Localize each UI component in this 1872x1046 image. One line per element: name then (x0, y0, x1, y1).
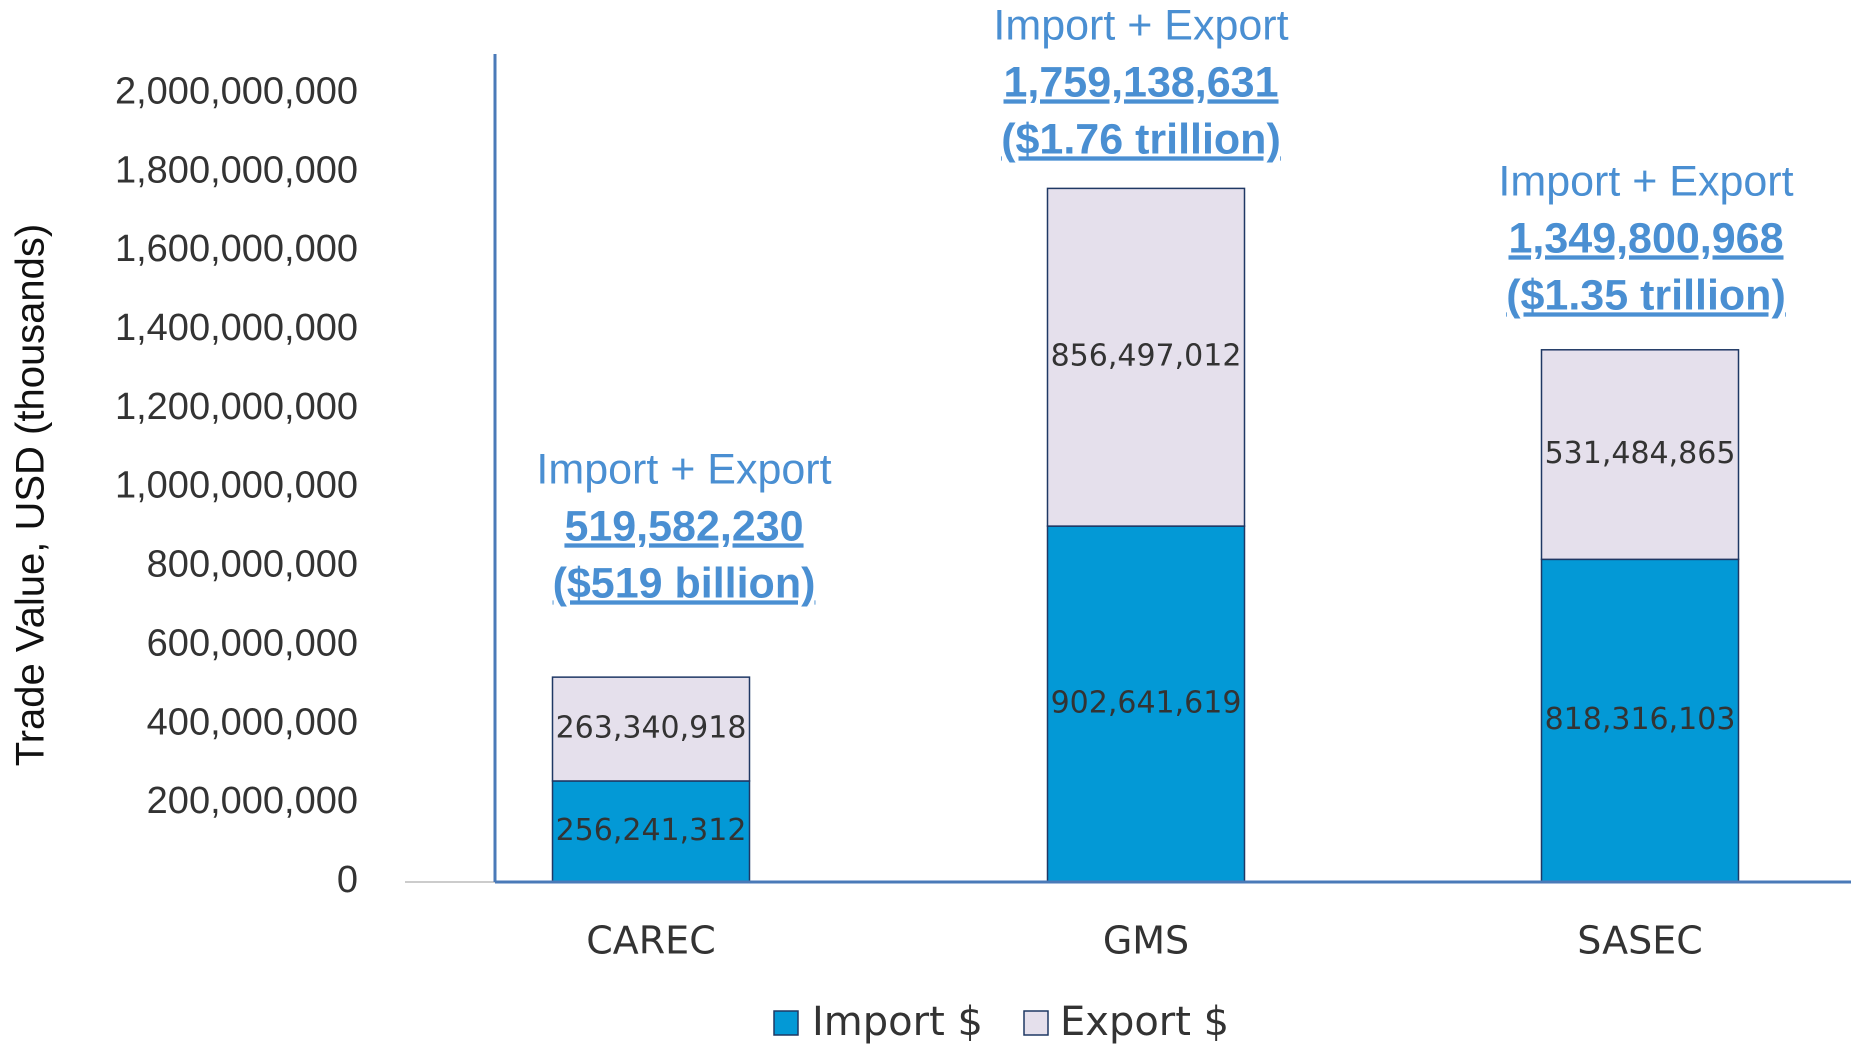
annotation-note: ($519 billion) (553, 559, 816, 607)
y-tick-label: 0 (337, 859, 358, 901)
y-tick-label: 1,000,000,000 (115, 465, 358, 507)
legend-label: Import $ (812, 999, 983, 1045)
annotation-heading: Import + Export (993, 1, 1288, 49)
y-tick-label: 800,000,000 (147, 544, 358, 586)
data-label: 531,484,865 (1545, 436, 1736, 471)
bar-segment (1540, 349, 1740, 561)
data-label: 856,497,012 (1051, 339, 1242, 374)
annotation-total: 519,582,230 (564, 502, 803, 550)
y-tick-label: 2,000,000,000 (115, 70, 358, 112)
bar-segment (1540, 558, 1740, 883)
legend-swatch (1023, 1010, 1049, 1036)
y-tick-label: 1,200,000,000 (115, 386, 358, 428)
annotation-heading: Import + Export (536, 445, 831, 493)
data-label: 256,241,312 (556, 813, 747, 848)
data-label: 902,641,619 (1051, 686, 1242, 721)
x-tick-label: GMS (1103, 919, 1189, 963)
y-tick-label: 600,000,000 (147, 622, 358, 664)
bar-segment (551, 676, 751, 782)
data-label: 263,340,918 (556, 711, 747, 746)
annotation-total: 1,759,138,631 (1004, 58, 1279, 106)
bar-segment (1046, 187, 1246, 527)
y-tick-label: 1,400,000,000 (115, 307, 358, 349)
y-tick-label: 400,000,000 (147, 701, 358, 743)
data-label: 818,316,103 (1545, 702, 1736, 737)
y-tick-label: 1,800,000,000 (115, 149, 358, 191)
legend-swatch (773, 1010, 799, 1036)
annotation-note: ($1.35 trillion) (1506, 271, 1786, 319)
y-tick-label: 1,600,000,000 (115, 228, 358, 270)
annotation-total: 1,349,800,968 (1509, 214, 1784, 262)
y-axis-title: Trade Value, USD (thousands) (9, 224, 53, 766)
x-tick-label: CAREC (586, 919, 715, 963)
x-tick-label: SASEC (1577, 919, 1703, 963)
legend-label: Export $ (1060, 999, 1229, 1045)
annotation-note: ($1.76 trillion) (1001, 115, 1281, 163)
annotation-heading: Import + Export (1498, 157, 1793, 205)
y-tick-label: 200,000,000 (147, 780, 358, 822)
